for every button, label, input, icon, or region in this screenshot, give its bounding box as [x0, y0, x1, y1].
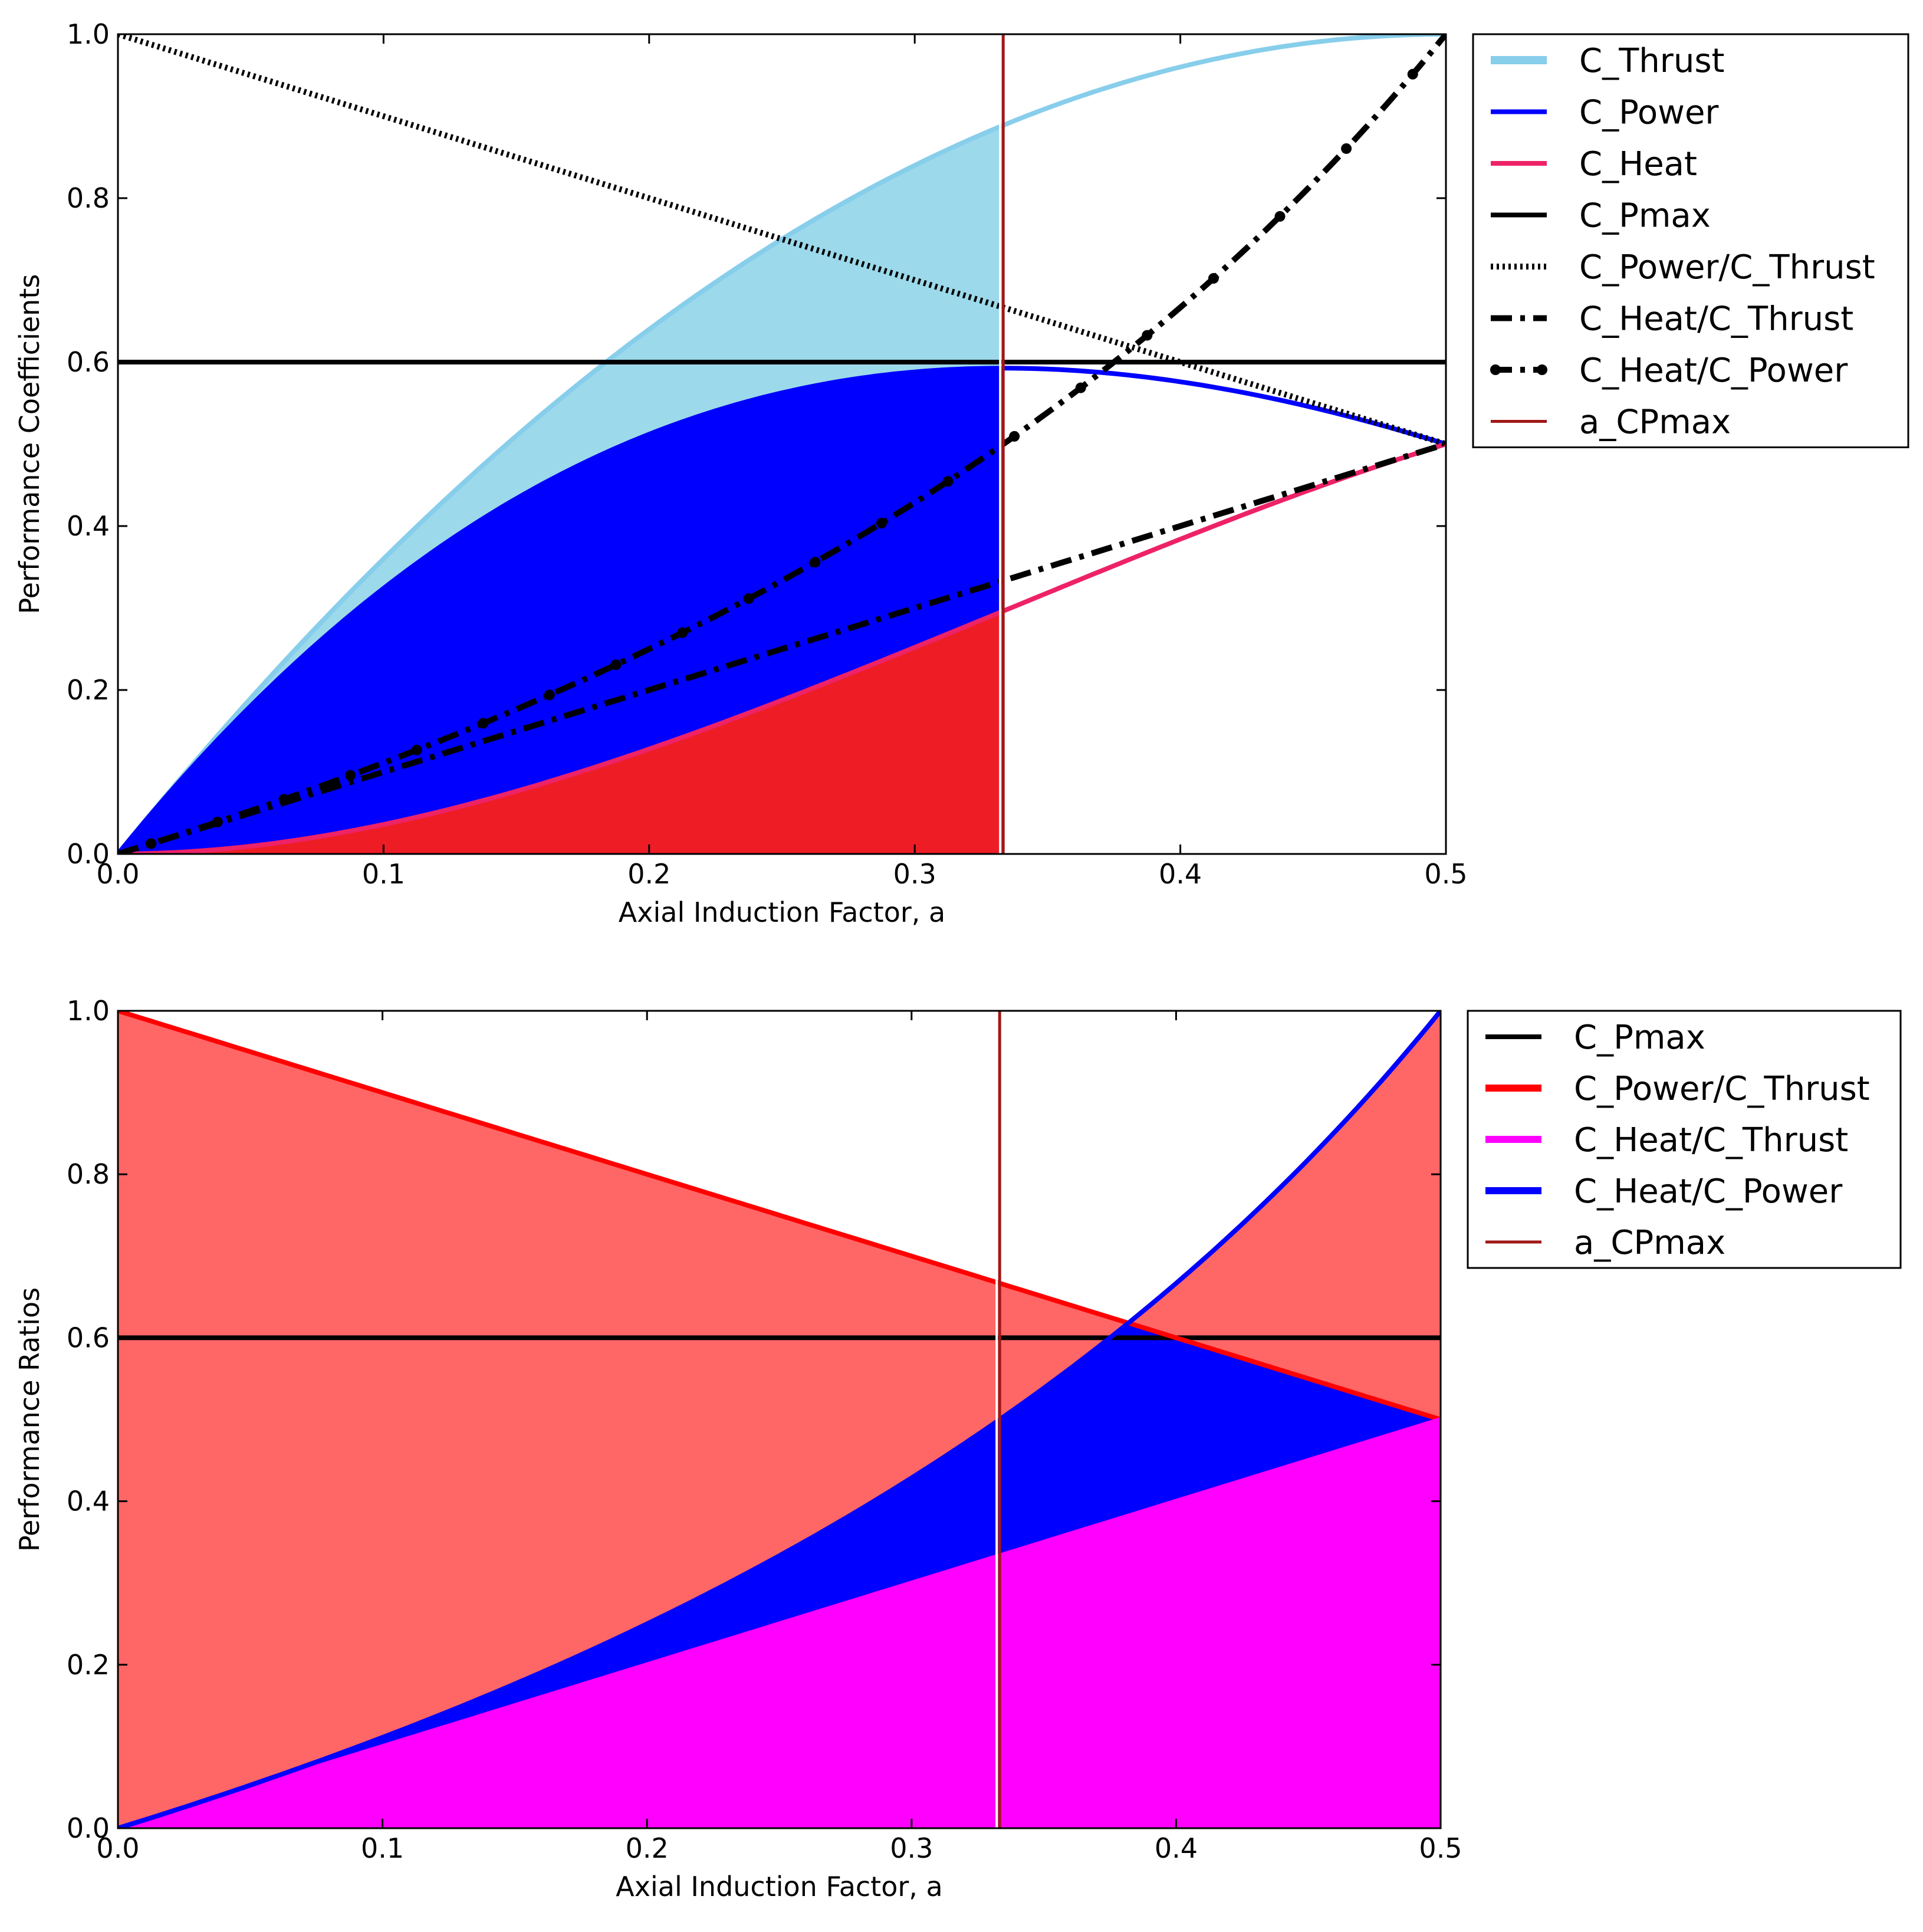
top-line-c-heat-c-power [118, 34, 1446, 854]
bottom-legend-label-3: C_Heat/C_Power [1574, 1172, 1843, 1211]
bottom-ytick-label: 0.6 [67, 1322, 110, 1353]
bottom-chart: 0.0 0.1 0.2 0.3 0.4 0.5 0.0 0.2 0.4 0.6 0.8 1.0 Axia… [14, 995, 1902, 1903]
top-line-c-heat-c-power-marker [1142, 330, 1153, 341]
bottom-ylabel: Performance Ratios [14, 1287, 45, 1552]
top-plot-area [118, 34, 1446, 854]
top-ylabel: Performance Coefficients [14, 274, 45, 615]
top-legend-label-1: C_Power [1579, 94, 1719, 132]
bottom-line-c-power-c-thrust [118, 1011, 1441, 1422]
bottom-legend-label-0: C_Pmax [1574, 1018, 1705, 1057]
top-line-c-heat-c-power-marker [876, 518, 887, 529]
top-legend-marker [1490, 364, 1501, 375]
top-xlabel: Axial Induction Factor, a [619, 896, 945, 928]
top-ytick-label: 0.6 [67, 346, 110, 378]
top-legend-label-0: C_Thrust [1579, 42, 1724, 80]
top-line-c-heat [118, 442, 1446, 854]
top-legend-label-5: C_Heat/C_Thrust [1579, 300, 1853, 339]
top-line-c-heat-c-power-marker [1274, 211, 1286, 222]
bottom-xtick-label: 0.0 [96, 1832, 139, 1864]
top-frame [117, 33, 1447, 855]
bottom-ytick-label: 0.0 [67, 1812, 110, 1844]
bottom-xtick-label: 0.3 [890, 1832, 933, 1864]
top-legend-label-4: C_Power/C_Thrust [1579, 248, 1875, 287]
top-ytick-label: 0.0 [67, 838, 110, 870]
top-ytick-label: 0.4 [67, 510, 110, 542]
bottom-plot-area [118, 1011, 1441, 1828]
top-xtick-label: 0.1 [362, 858, 405, 890]
top-xtick-label: 0.3 [893, 858, 936, 890]
bottom-xtick-label: 0.1 [361, 1832, 404, 1864]
top-legend-label-6: C_Heat/C_Power [1579, 351, 1848, 390]
top-line-c-heat-c-power-marker [1075, 382, 1086, 393]
top-line-c-heat-c-power-marker [610, 659, 622, 671]
bottom-legend-label-2: C_Heat/C_Thrust [1574, 1121, 1848, 1159]
bottom-ytick-label: 0.8 [67, 1158, 110, 1190]
bottom-line-c-heat-c-power [118, 1011, 1441, 1828]
top-line-c-power-c-thrust [118, 34, 1446, 447]
top-line-c-heat-c-power-marker [1208, 273, 1219, 284]
top-line-c-power [118, 366, 1446, 854]
top-legend: C_Thrust C_Power C_Heat C_Pmax C_Power/C_Thr… [1472, 33, 1909, 448]
top-xtick-label: 0.5 [1424, 858, 1467, 890]
top-legend-label-7: a_CPmax [1579, 403, 1731, 442]
bottom-legend: C_Pmax C_Power/C_Thrust C_Heat/C_Thrust C_H… [1467, 1010, 1902, 1269]
bottom-xlabel: Axial Induction Factor, a [616, 1871, 942, 1903]
top-xtick-label: 0.2 [627, 858, 670, 890]
bottom-ytick-label: 0.2 [67, 1649, 110, 1681]
top-line-c-heat-c-power-marker [810, 557, 821, 568]
top-ytick-label: 0.8 [67, 182, 110, 214]
top-line-c-heat-c-power-marker [345, 770, 356, 781]
bottom-xtick-label: 0.2 [626, 1832, 669, 1864]
top-line-c-heat-c-power-marker [677, 627, 688, 638]
top-ytick-label: 0.2 [67, 674, 110, 706]
top-line-c-heat-c-power-marker [743, 593, 754, 604]
bottom-ytick-label: 0.4 [67, 1486, 110, 1517]
top-xtick-label: 0.0 [96, 858, 139, 890]
bottom-legend-label-4: a_CPmax [1574, 1224, 1725, 1262]
bottom-frame [117, 1010, 1442, 1829]
top-line-c-thrust [118, 34, 1446, 854]
top-line-c-heat-c-power-marker [1407, 68, 1418, 80]
top-line-c-heat-c-power-marker [478, 718, 489, 729]
top-legend-box [1472, 33, 1909, 448]
top-line-c-heat-c-power-marker [1009, 431, 1020, 442]
top-line-c-heat-c-power-marker [411, 744, 422, 755]
top-ytick-label: 1.0 [67, 18, 110, 50]
top-legend-marker [1537, 364, 1547, 375]
bottom-xtick-label: 0.5 [1419, 1832, 1462, 1864]
bottom-xtick-label: 0.4 [1155, 1832, 1198, 1864]
top-line-c-heat-c-power-marker [942, 476, 954, 487]
top-legend-label-2: C_Heat [1579, 145, 1697, 183]
bottom-legend-label-1: C_Power/C_Thrust [1574, 1070, 1870, 1108]
top-line-c-heat-c-power-marker [212, 816, 223, 827]
top-line-c-heat-c-power-marker [1341, 143, 1352, 154]
top-line-c-heat-c-power-marker [544, 689, 555, 701]
top-xtick-label: 0.4 [1159, 858, 1202, 890]
top-line-c-heat-c-thrust [118, 441, 1446, 854]
bottom-ytick-label: 1.0 [67, 995, 110, 1027]
top-line-c-heat-c-power-marker [146, 838, 157, 849]
top-chart: 0.0 0.1 0.2 0.3 0.4 0.5 0.0 0.2 0.4 0.6 0.8 1.0 Axia… [14, 18, 1909, 928]
top-legend-label-3: C_Pmax [1579, 197, 1711, 235]
top-line-c-heat-c-power-marker [278, 794, 290, 805]
bottom-line-c-heat-c-thrust [118, 1417, 1441, 1828]
